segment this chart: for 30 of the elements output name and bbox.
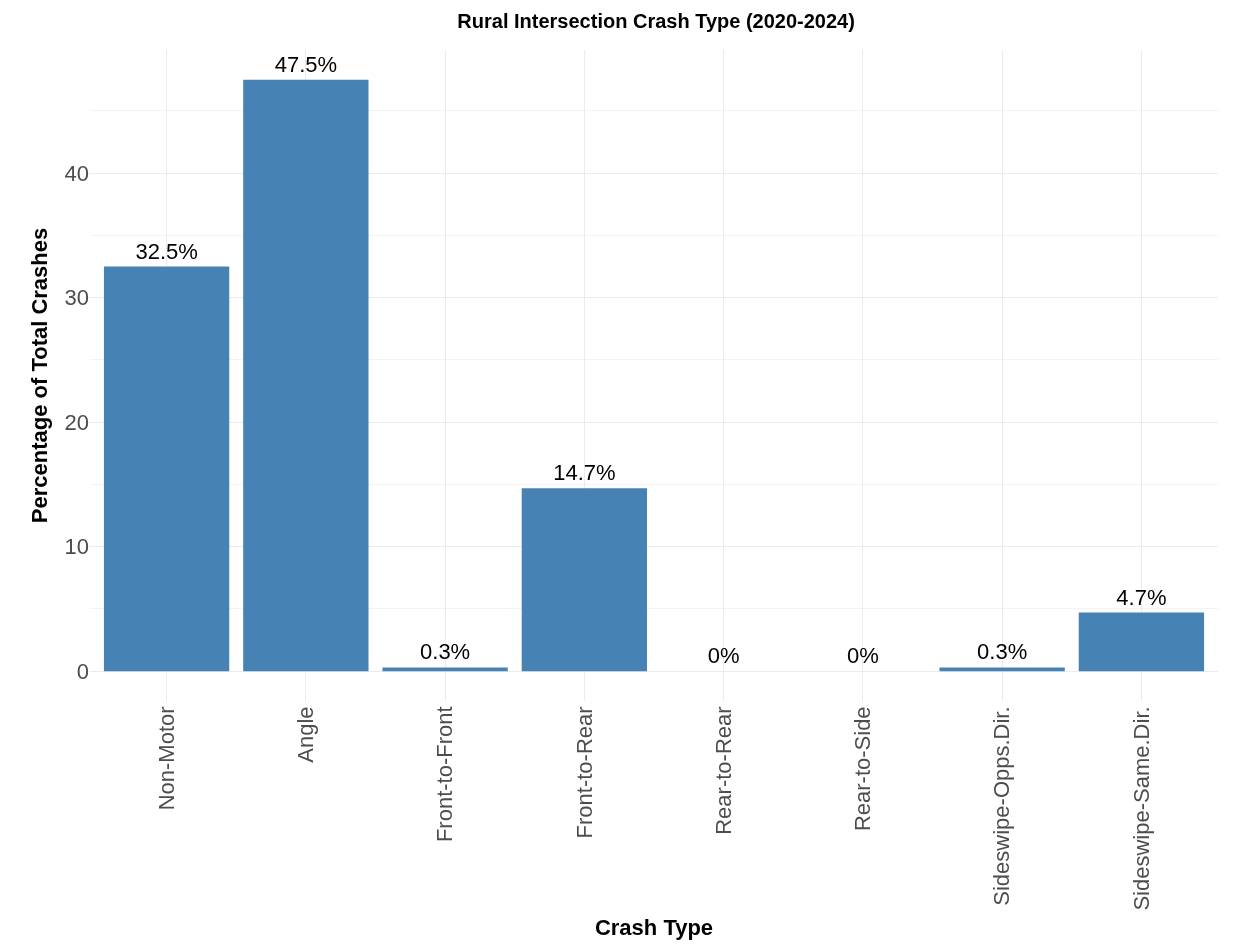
x-tick-label: Rear-to-Side [850, 706, 876, 832]
bar [1078, 612, 1205, 672]
x-tick-label: Rear-to-Rear [710, 706, 736, 835]
data-label: 0.3% [420, 639, 471, 665]
data-label: 0.3% [977, 639, 1028, 665]
x-tick-label: Sideswipe-Opps.Dir. [989, 706, 1015, 906]
x-axis-title: Crash Type [594, 915, 714, 941]
x-tick-label: Front-to-Front [432, 706, 458, 843]
bar [521, 488, 648, 672]
y-tick-label: 30 [64, 285, 89, 311]
data-label: 32.5% [135, 238, 198, 264]
bar [103, 266, 230, 672]
data-label: 14.7% [553, 460, 616, 486]
data-label: 0% [846, 643, 879, 669]
y-axis-title: Percentage of Total Crashes [27, 227, 53, 524]
y-tick-label: 20 [64, 409, 89, 435]
y-tick-label: 0 [76, 658, 89, 684]
bar [243, 79, 369, 672]
x-tick-label: Sideswipe-Same.Dir. [1128, 706, 1154, 911]
data-label: 4.7% [1116, 584, 1167, 610]
y-tick-label: 40 [64, 160, 89, 186]
x-tick-label: Front-to-Rear [571, 706, 597, 839]
y-tick-label: 10 [64, 534, 89, 560]
chart-title: Rural Intersection Crash Type (2020-2024) [457, 10, 855, 33]
bar [382, 667, 508, 672]
x-tick-label: Angle [293, 706, 318, 763]
data-label: 0% [707, 643, 740, 669]
data-label: 47.5% [274, 51, 338, 77]
bar [939, 667, 1065, 672]
x-tick-label: Non-Motor [153, 706, 179, 811]
